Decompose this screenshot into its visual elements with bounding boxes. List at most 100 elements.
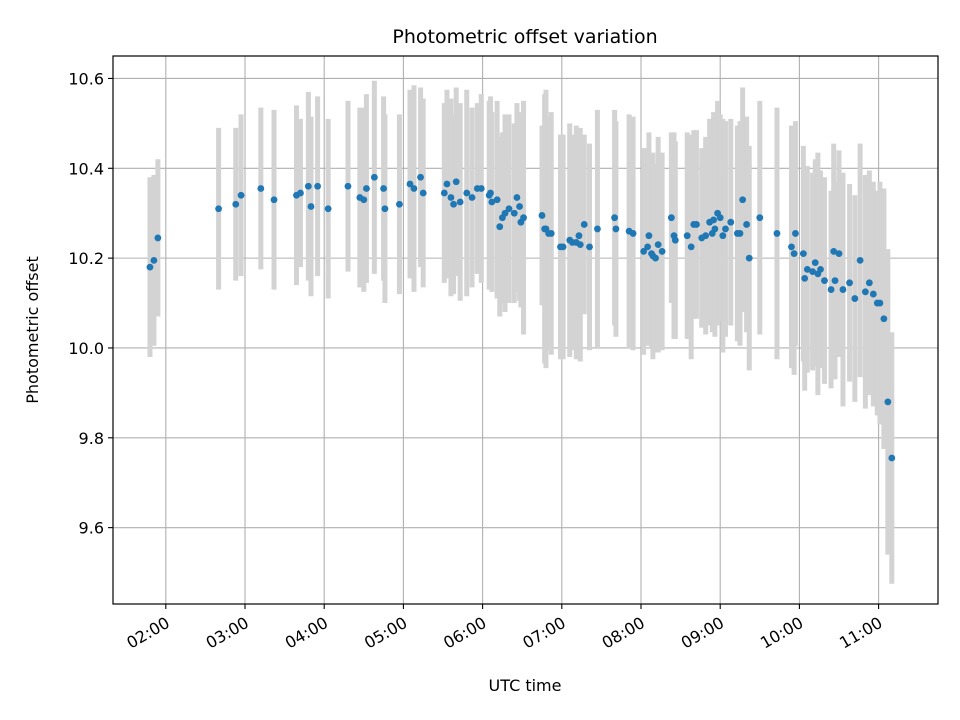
data-point: [645, 232, 653, 240]
data-point: [501, 209, 509, 217]
data-point: [215, 205, 223, 213]
data-point: [586, 243, 593, 251]
data-point: [456, 198, 464, 206]
data-point: [736, 230, 744, 237]
y-tick-label: 9.6: [79, 519, 104, 538]
data-point: [801, 274, 809, 282]
x-axis-label: UTC time: [489, 676, 562, 695]
data-point: [809, 268, 816, 276]
data-point: [799, 250, 807, 258]
data-point: [440, 189, 448, 197]
data-point: [716, 214, 724, 222]
data-point: [520, 214, 527, 222]
data-point: [710, 216, 717, 224]
data-point: [821, 277, 828, 284]
data-point: [830, 247, 838, 255]
y-tick-label: 10.2: [68, 249, 104, 268]
data-point: [381, 205, 389, 213]
data-point: [839, 286, 847, 293]
data-point: [463, 189, 471, 197]
data-point: [505, 205, 513, 213]
data-point: [790, 250, 798, 258]
data-point: [232, 200, 240, 208]
y-tick-label: 10.6: [68, 69, 104, 88]
data-point: [304, 182, 312, 190]
data-point: [154, 234, 162, 242]
data-point: [831, 277, 839, 284]
data-point: [452, 178, 460, 186]
data-point: [773, 230, 781, 237]
data-point: [727, 218, 735, 226]
data-point: [856, 256, 864, 264]
data-point: [146, 263, 154, 271]
y-tick-label: 10.0: [68, 339, 104, 358]
data-point: [307, 203, 315, 210]
y-axis: 9.6 9.8 10.0 10.2 10.4 10.6: [68, 69, 113, 538]
data-point: [862, 288, 869, 296]
data-point: [788, 243, 795, 251]
data-point: [477, 185, 485, 192]
data-point: [827, 286, 835, 293]
data-point: [594, 225, 601, 233]
data-point: [559, 243, 567, 251]
data-point: [792, 230, 799, 237]
data-point: [487, 189, 494, 197]
data-point: [314, 182, 321, 190]
data-point: [576, 241, 584, 249]
data-point: [743, 221, 750, 228]
data-point: [324, 205, 332, 213]
data-point: [851, 295, 859, 302]
y-tick-label: 10.4: [68, 159, 104, 178]
data-point: [538, 212, 546, 219]
data-point: [257, 185, 265, 192]
data-point: [580, 221, 588, 228]
data-point: [380, 185, 387, 192]
data-point: [880, 315, 888, 323]
data-point: [683, 232, 691, 240]
data-point: [493, 196, 501, 204]
data-point: [658, 247, 666, 255]
data-point: [496, 223, 504, 231]
y-tick-label: 9.8: [79, 429, 104, 448]
data-point: [297, 189, 304, 197]
data-point: [865, 279, 873, 287]
data-point: [611, 214, 618, 222]
data-point: [447, 194, 455, 201]
data-point: [869, 290, 877, 298]
data-point: [876, 299, 884, 307]
data-point: [652, 254, 659, 262]
data-point: [693, 221, 700, 228]
data-point: [419, 189, 427, 197]
data-point: [150, 256, 158, 264]
data-point: [722, 225, 729, 233]
data-point: [640, 247, 648, 255]
data-point: [575, 232, 583, 240]
data-point: [510, 209, 518, 217]
plot-area-frame: [112, 55, 939, 605]
chart-title: Photometric offset variation: [392, 26, 657, 48]
data-point: [237, 191, 245, 199]
data-point: [811, 259, 819, 267]
data-point: [450, 200, 457, 208]
data-point: [488, 198, 496, 206]
data-point: [344, 182, 352, 190]
data-point: [644, 243, 651, 251]
data-points: [146, 173, 896, 462]
data-point: [667, 214, 675, 222]
data-point: [363, 185, 370, 192]
data-point: [547, 230, 555, 237]
data-point: [612, 225, 620, 233]
data-point: [443, 180, 451, 188]
data-point: [468, 194, 476, 201]
data-point: [396, 200, 403, 208]
data-point: [629, 230, 637, 237]
data-point: [719, 232, 727, 240]
data-point: [687, 243, 695, 251]
data-point: [846, 279, 853, 287]
data-point: [671, 236, 679, 244]
data-point: [835, 250, 843, 258]
y-axis-label: Photometric offset: [23, 256, 42, 404]
data-point: [406, 180, 414, 188]
data-point: [360, 196, 368, 204]
